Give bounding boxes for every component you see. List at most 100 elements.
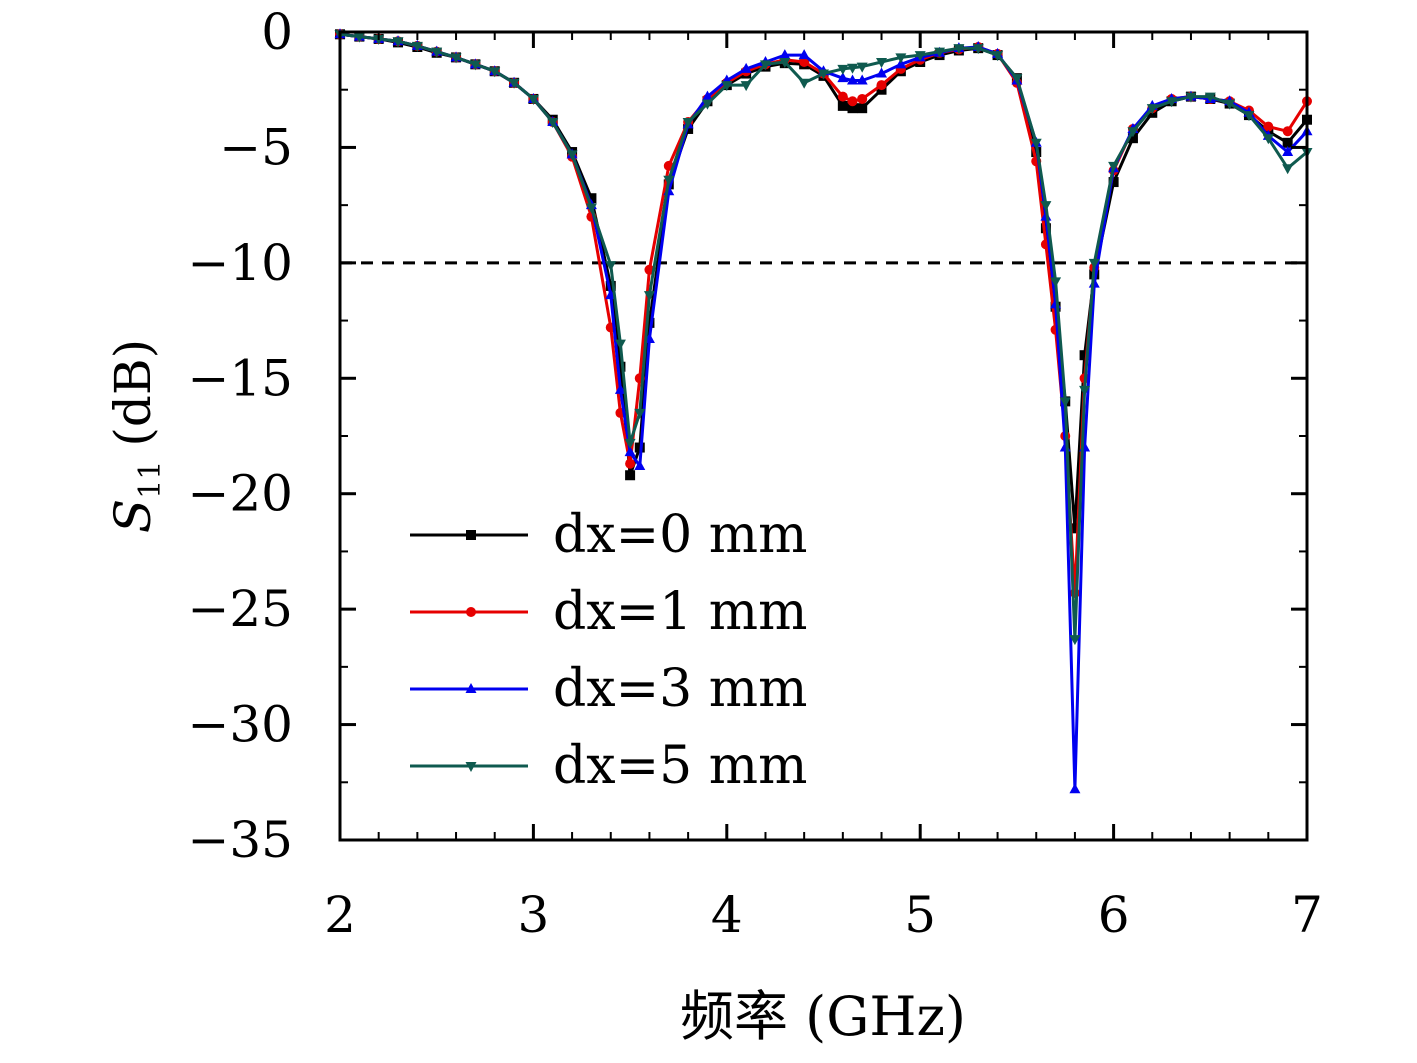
data-point [759, 60, 771, 71]
data-point [1108, 177, 1119, 188]
data-point [721, 81, 733, 92]
data-point [1059, 397, 1071, 408]
data-point [740, 62, 752, 73]
data-point [992, 51, 1004, 62]
data-point [876, 58, 888, 69]
svg-text:S11(dB): S11 (dB) [104, 339, 168, 533]
data-point [624, 438, 636, 449]
data-point [857, 93, 868, 104]
data-point [392, 37, 404, 48]
data-point [895, 53, 907, 64]
legend-entry: dx=1 mm [410, 582, 807, 642]
data-point [411, 41, 423, 52]
series-1 [335, 29, 1312, 598]
data-point [450, 53, 462, 64]
x-axis-title: 频率 (GHz) [680, 985, 966, 1048]
y-axis-symbol: S [104, 499, 162, 533]
data-point [818, 69, 829, 80]
data-point [1185, 92, 1197, 103]
data-point [934, 47, 946, 58]
data-point [1050, 277, 1062, 288]
series-line [339, 32, 1309, 791]
y-tick-label: 0 [261, 3, 293, 61]
data-point [625, 458, 636, 469]
data-point [1127, 127, 1139, 138]
y-tick-label: −25 [187, 580, 293, 638]
data-point [847, 63, 859, 74]
data-point [682, 118, 694, 129]
data-point [643, 291, 655, 302]
data-point [1282, 137, 1293, 148]
data-point [353, 32, 365, 43]
legend-label: dx=5 mm [553, 736, 807, 796]
data-point [605, 280, 616, 291]
data-point [1011, 74, 1023, 85]
data-point [431, 47, 443, 58]
data-point [634, 408, 646, 419]
data-point [1282, 146, 1294, 157]
series-line [339, 32, 1308, 641]
data-point [914, 51, 926, 62]
data-point [779, 58, 791, 69]
series-line [339, 32, 1309, 595]
data-point [1243, 111, 1255, 122]
data-point [1088, 258, 1100, 269]
data-point [1079, 385, 1091, 396]
y-tick-label: −35 [187, 811, 293, 869]
data-point [1282, 126, 1293, 137]
data-point [972, 44, 984, 55]
y-tick-label: −20 [187, 465, 293, 523]
legend: dx=0 mm dx=1 mm dx=3 mm dx=5 mm [410, 505, 807, 796]
data-point [663, 175, 675, 186]
data-point [837, 91, 848, 102]
data-point [1030, 138, 1042, 149]
data-point [489, 67, 501, 78]
x-tick-label: 3 [517, 886, 549, 944]
data-point [614, 383, 626, 394]
data-point [740, 81, 752, 92]
data-point [798, 78, 810, 89]
data-point [547, 118, 559, 129]
data-point [614, 339, 626, 350]
data-point [799, 57, 810, 68]
data-point [1166, 97, 1178, 108]
data-point [469, 60, 481, 71]
y-tick-label: −10 [187, 234, 293, 292]
data-point [837, 64, 849, 75]
y-axis-unit: (dB) [104, 339, 162, 447]
plot-frame [338, 30, 1309, 842]
x-tick-label: 7 [1291, 886, 1323, 944]
data-point [847, 103, 858, 114]
x-tick-label: 6 [1098, 886, 1130, 944]
data-point [1224, 99, 1236, 110]
data-point [1108, 161, 1120, 172]
data-point [527, 94, 539, 105]
legend-marker [465, 762, 477, 772]
data-point [1069, 783, 1081, 794]
data-point [837, 72, 849, 83]
legend-entry: dx=0 mm [410, 505, 807, 565]
x-tick-label: 4 [711, 886, 743, 944]
data-point [1040, 201, 1052, 212]
data-point [1282, 164, 1294, 175]
data-point [585, 203, 597, 214]
data-point [625, 470, 636, 481]
data-point [644, 317, 655, 328]
data-point [624, 446, 636, 457]
data-point [1263, 121, 1274, 132]
data-point [847, 74, 859, 85]
data-point [856, 62, 868, 73]
data-point [798, 49, 810, 60]
data-point [701, 99, 713, 110]
legend-label: dx=1 mm [553, 582, 807, 642]
data-point [615, 361, 626, 372]
y-axis-title: S11 (dB) [104, 339, 168, 533]
data-point [1069, 635, 1081, 646]
data-point [566, 150, 578, 161]
series-layer [334, 28, 1313, 794]
x-tick-label: 5 [904, 886, 936, 944]
y-tick-label: −15 [187, 349, 293, 407]
data-point [586, 193, 597, 204]
data-point [847, 96, 858, 107]
